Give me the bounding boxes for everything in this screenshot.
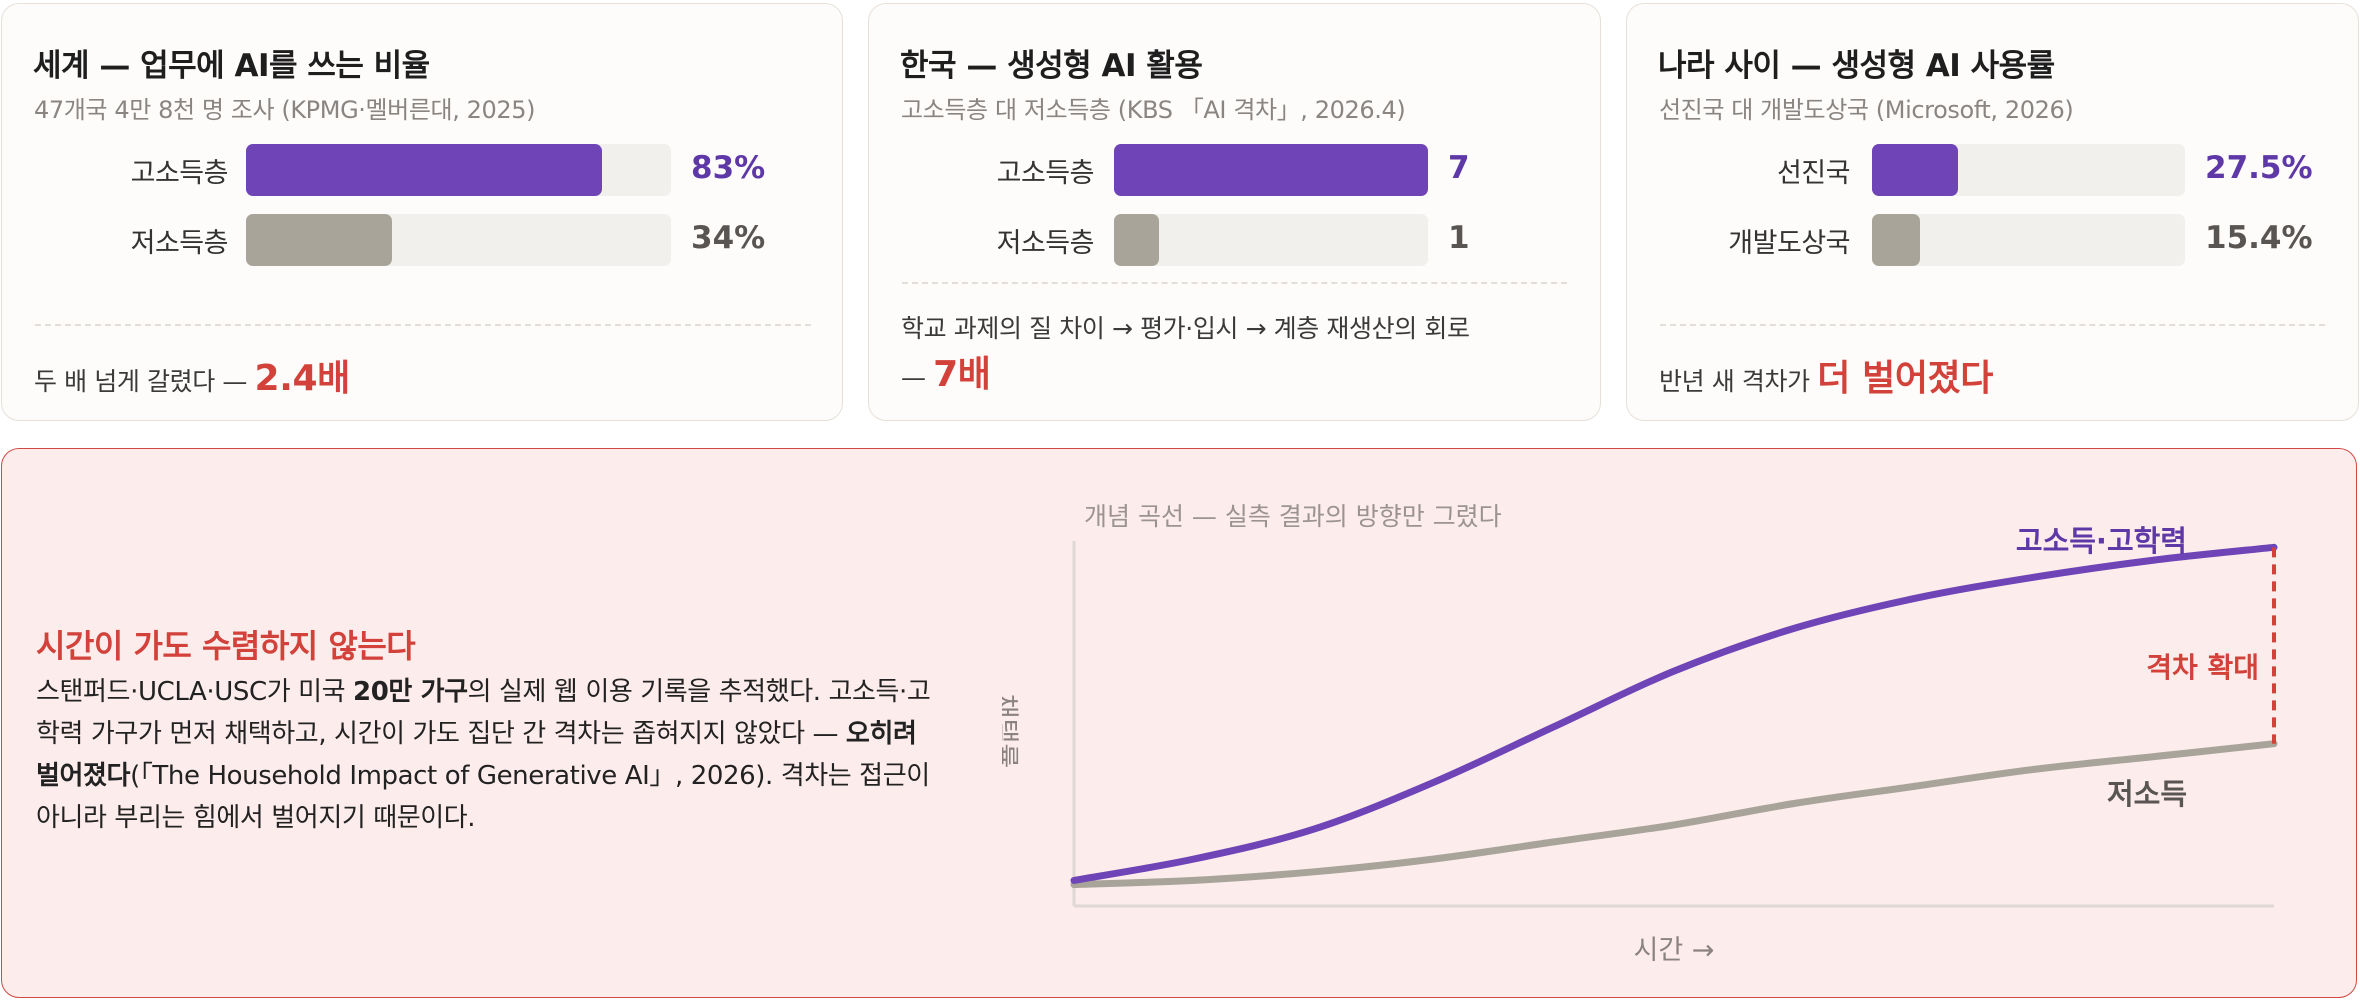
bar-track-high [1114, 144, 1428, 196]
body-seg-1: 스탠퍼드·UCLA·USC가 미국 [36, 677, 354, 707]
card-subtitle: 고소득층 대 저소득층 (KBS 「AI 격차」, 2026.4) [901, 96, 1406, 124]
card-footer: 반년 새 격차가 더 벌어졌다 [1659, 349, 1993, 401]
bar-fill-low [246, 214, 392, 266]
bar-label-low: 저소득층 [130, 228, 229, 259]
footer-emphasis: 더 벌어졌다 [1817, 358, 1993, 399]
body-seg-4: 오히려 벌어졌다 [36, 719, 917, 791]
bar-track-low [1872, 214, 2185, 266]
panel-heading: 시간이 가도 수렴하지 않는다 [36, 627, 416, 665]
card-footer: 두 배 넘게 갈렸다 — 2.4배 [34, 349, 350, 401]
footer-emphasis: 2.4배 [254, 358, 351, 399]
card-world: 세계 — 업무에 AI를 쓰는 비율 47개국 4만 8천 명 조사 (KPMG… [1, 3, 843, 421]
bar-value-low: 1 [1448, 220, 1470, 256]
panel-body: 스탠퍼드·UCLA·USC가 미국 20만 가구의 실제 웹 이용 기록을 추적… [36, 671, 936, 839]
card-title: 세계 — 업무에 AI를 쓰는 비율 [33, 48, 430, 84]
bar-label-low: 저소득층 [996, 228, 1095, 259]
bar-value-high: 83% [691, 150, 766, 186]
bar-fill-low [1872, 214, 1921, 266]
body-seg-2: 20만 가구 [353, 677, 468, 707]
convergence-panel: 시간이 가도 수렴하지 않는다 스탠퍼드·UCLA·USC가 미국 20만 가구… [1, 448, 2357, 998]
x-axis-label: 시간 → [1634, 935, 1715, 966]
footer-emphasis: 7배 [933, 354, 991, 395]
card-subtitle: 47개국 4만 8천 명 조사 (KPMG·멜버른대, 2025) [34, 96, 536, 124]
bar-track-low [1114, 214, 1428, 266]
chart-caption: 개념 곡선 — 실측 결과의 방향만 그렸다 [1084, 502, 1502, 531]
card-countries: 나라 사이 — 생성형 AI 사용률 선진국 대 개발도상국 (Microsof… [1626, 3, 2359, 421]
bar-fill-high [1872, 144, 1959, 196]
divider [1660, 324, 2325, 326]
divider [902, 282, 1567, 284]
bar-value-high: 27.5% [2205, 150, 2313, 186]
card-korea: 한국 — 생성형 AI 활용 고소득층 대 저소득층 (KBS 「AI 격차」,… [868, 3, 1601, 421]
series-line-high [1070, 543, 2278, 884]
bar-track-high [1872, 144, 2185, 196]
gap-annotation: 격차 확대 [2146, 651, 2259, 684]
card-footer: 학교 과제의 질 차이 → 평가·입시 → 계층 재생산의 회로 — 7배 [901, 306, 1470, 401]
card-title: 한국 — 생성형 AI 활용 [900, 48, 1203, 84]
bar-value-low: 15.4% [2205, 220, 2313, 256]
bar-value-high: 7 [1448, 150, 1470, 186]
card-title: 나라 사이 — 생성형 AI 사용률 [1658, 48, 2055, 84]
footer-text: 반년 새 격차가 [1659, 367, 1818, 396]
bar-track-high [246, 144, 671, 196]
bar-label-low: 개발도상국 [1728, 228, 1850, 259]
bar-track-low [246, 214, 671, 266]
footer-prefix: — [901, 363, 934, 392]
footer-text: 학교 과제의 질 차이 → 평가·입시 → 계층 재생산의 회로 [901, 314, 1470, 343]
bar-label-high: 고소득층 [130, 158, 229, 189]
divider [35, 324, 811, 326]
series-label-low: 저소득 [2107, 777, 2187, 811]
series-label-high: 고소득·고학력 [2016, 524, 2187, 558]
bar-fill-low [1114, 214, 1159, 266]
body-seg-5: (「The Household Impact of Generative AI」… [36, 761, 930, 833]
series-line-low [1070, 740, 2278, 889]
bar-fill-high [246, 144, 603, 196]
concept-chart: 개념 곡선 — 실측 결과의 방향만 그렸다 채택률 시간 → 격차 확대 고소… [1002, 502, 2278, 966]
bar-label-high: 선진국 [1776, 158, 1851, 189]
y-axis-label: 채택률 [1002, 694, 1020, 769]
card-subtitle: 선진국 대 개발도상국 (Microsoft, 2026) [1659, 96, 2074, 124]
footer-text: 두 배 넘게 갈렸다 — [34, 367, 255, 396]
bar-fill-high [1114, 144, 1428, 196]
body-seg-3: 의 실제 웹 이용 기록을 추적했다. 고소득·고학력 가구가 먼저 채택하고,… [36, 677, 931, 749]
bar-value-low: 34% [691, 220, 766, 256]
bar-label-high: 고소득층 [996, 158, 1095, 189]
